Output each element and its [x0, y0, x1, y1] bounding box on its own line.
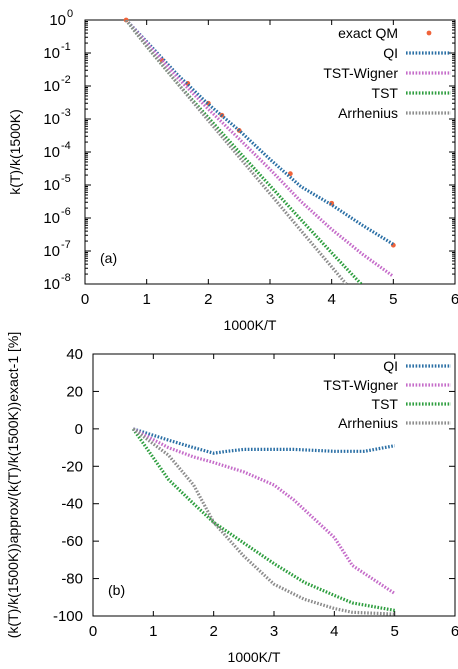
- y-tick-exponent: 0: [67, 8, 73, 20]
- x-tick-label: 1: [149, 623, 157, 640]
- x-tick-label: 1: [142, 291, 150, 308]
- series-line-tst-wigner: [132, 427, 396, 595]
- legend-label-tst: TST: [372, 396, 399, 412]
- legend-label-tst-wigner: TST-Wigner: [323, 377, 398, 393]
- legend-label-arrhenius: Arrhenius: [338, 415, 398, 431]
- y-tick-label: -20: [61, 458, 83, 475]
- x-tick-label: 3: [270, 623, 278, 640]
- series-line-qi: [124, 20, 395, 246]
- y-tick-exponent: -1: [61, 41, 71, 53]
- y-tick-exponent: -3: [61, 107, 71, 119]
- y-tick-label: 10: [43, 243, 60, 260]
- y-tick-label: 10: [43, 177, 60, 194]
- x-tick-label: 2: [204, 291, 212, 308]
- y-tick-label: -40: [61, 496, 83, 513]
- y-tick-label: 10: [43, 111, 60, 128]
- y-tick-exponent: -4: [61, 140, 71, 152]
- legend-label-qi: QI: [383, 358, 398, 374]
- y-tick-exponent: -6: [61, 206, 71, 218]
- x-tick-label: 3: [266, 291, 274, 308]
- y-axis-label: k(T)/k(1500K): [7, 109, 23, 195]
- plot-frame: [92, 353, 456, 617]
- x-tick-label: 2: [209, 623, 217, 640]
- x-tick-label: 0: [89, 623, 97, 640]
- plot-frame: [84, 19, 456, 285]
- y-tick-label: 40: [66, 346, 83, 363]
- y-tick-label: -60: [61, 533, 83, 550]
- y-tick-label: 10: [49, 12, 66, 29]
- y-tick-exponent: -7: [61, 239, 71, 251]
- x-tick-label: 5: [389, 291, 397, 308]
- y-tick-label: -80: [61, 571, 83, 588]
- y-axis-label: (k(T)/k(1500K))approx/(k(T)/k(1500K))exa…: [5, 332, 21, 639]
- x-tick-label: 5: [390, 623, 398, 640]
- legend-label-tst: TST: [372, 85, 399, 101]
- y-tick-label: 10: [43, 78, 60, 95]
- x-axis-label: 1000K/T: [228, 649, 281, 665]
- x-axis-label: 1000K/T: [224, 317, 277, 333]
- legend-label-arrhenius: Arrhenius: [338, 105, 398, 121]
- series-line-arrhenius: [132, 427, 395, 616]
- panel-b: 0 1 2 3 4 5 6 40 20 0 -20 -40 -60 -80 -100 QI TST-Wigner…: [5, 332, 458, 665]
- y-tick-label: 10: [43, 210, 60, 227]
- x-tick-label: 0: [81, 291, 89, 308]
- series-line-tst-wigner: [124, 20, 395, 278]
- legend-swatch-exact-qm: [426, 30, 432, 36]
- panel-label: (b): [108, 582, 125, 598]
- y-tick-label: 20: [66, 383, 83, 400]
- y-tick-exponent: -2: [61, 74, 71, 86]
- y-tick-label: 10: [43, 276, 60, 293]
- x-tick-label: 6: [451, 623, 458, 640]
- y-tick-label: 10: [43, 45, 60, 62]
- legend-label-tst-wigner: TST-Wigner: [323, 65, 398, 81]
- y-tick-label: 10: [43, 144, 60, 161]
- x-tick-label: 6: [451, 291, 458, 308]
- series-line-qi: [132, 427, 395, 455]
- series-line-arrhenius: [124, 20, 349, 284]
- y-tick-label: 0: [75, 421, 83, 438]
- legend-label-exact-qm: exact QM: [338, 25, 398, 41]
- y-tick-label: -100: [53, 608, 83, 625]
- panel-label: (a): [100, 250, 117, 266]
- series-line-tst: [131, 427, 395, 612]
- y-tick-exponent: -5: [61, 173, 71, 185]
- x-tick-label: 4: [330, 623, 338, 640]
- legend-label-qi: QI: [383, 45, 398, 61]
- y-tick-exponent: -8: [61, 272, 71, 284]
- series-line-tst: [124, 20, 364, 284]
- x-tick-label: 4: [327, 291, 335, 308]
